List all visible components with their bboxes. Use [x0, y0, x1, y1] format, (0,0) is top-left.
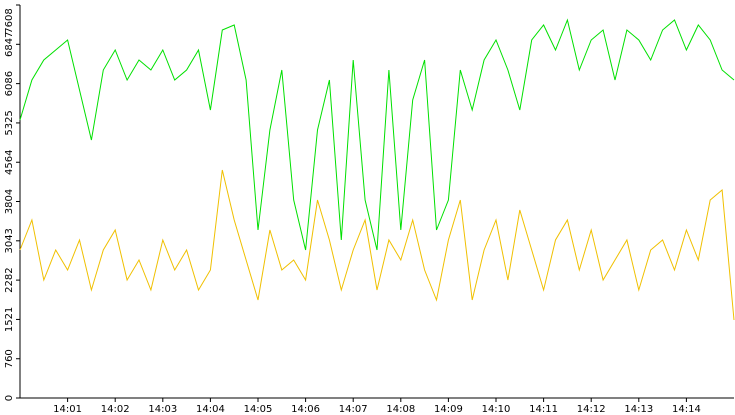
y-tick-label: 6847: [4, 32, 15, 57]
x-tick-label: 14:14: [672, 404, 701, 415]
x-tick-label: 14:13: [624, 404, 653, 415]
x-tick-label: 14:05: [244, 404, 273, 415]
x-tick-label: 14:07: [339, 404, 368, 415]
y-tick-label: 4564: [4, 150, 15, 175]
y-tick-label: 5325: [4, 110, 15, 135]
x-tick-label: 14:03: [148, 404, 177, 415]
x-tick-label: 14:10: [482, 404, 511, 415]
x-tick-label: 14:04: [196, 404, 225, 415]
y-tick-label: 0: [4, 395, 15, 401]
x-tick-label: 14:11: [529, 404, 558, 415]
series-line: [19, 169, 735, 321]
y-tick-label: 7608: [4, 8, 15, 33]
x-tick-label: 14:01: [53, 404, 82, 415]
y-tick-label: 3043: [4, 228, 15, 253]
y-tick-label: 3804: [4, 189, 15, 214]
y-tick-label: 1521: [4, 307, 15, 332]
x-tick-label: 14:02: [101, 404, 130, 415]
x-tick-label: 14:06: [291, 404, 320, 415]
y-tick-label: 6086: [4, 71, 15, 96]
y-tick-label: 760: [4, 349, 15, 368]
series-line: [19, 18, 735, 251]
y-tick-label: 2282: [4, 267, 15, 292]
x-tick-label: 14:12: [577, 404, 606, 415]
x-tick-label: 14:09: [434, 404, 463, 415]
x-tick-label: 14:08: [386, 404, 415, 415]
